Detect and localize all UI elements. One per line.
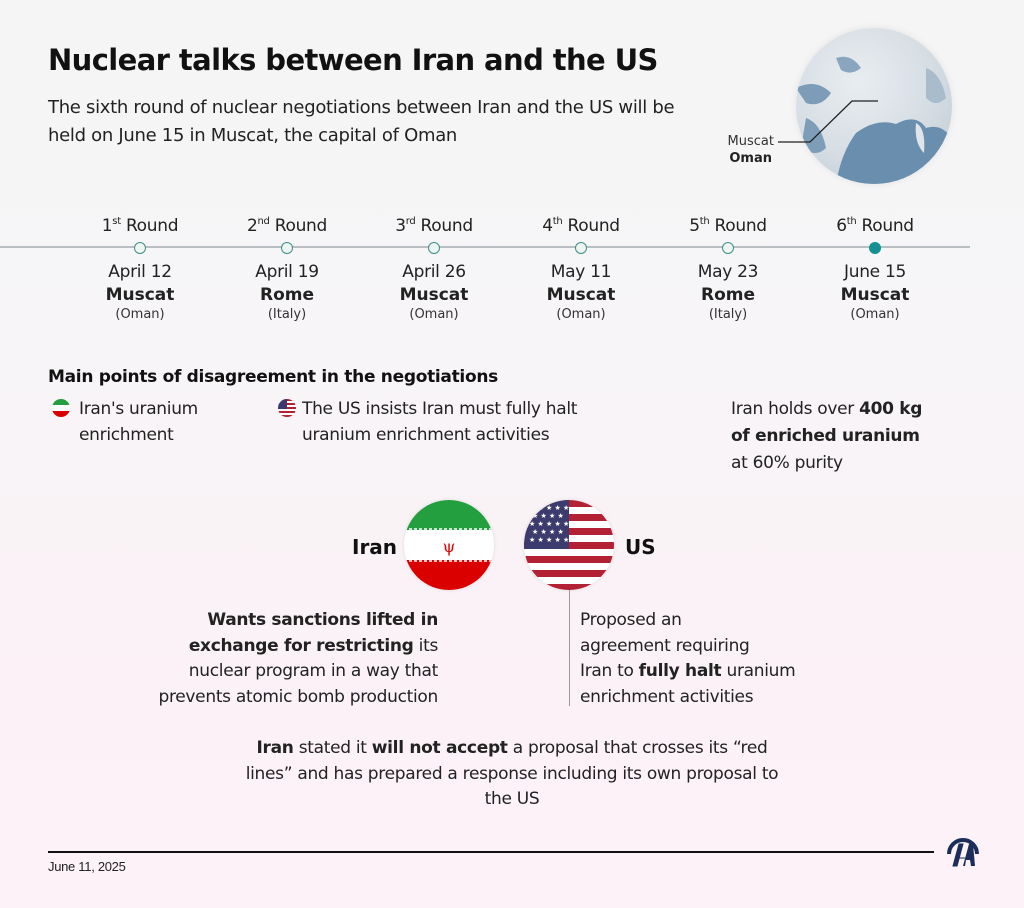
- us-flag-icon: ★ ★ ★ ★ ★ ★ ★ ★ ★ ★ ★ ★ ★ ★ ★ ★ ★ ★ ★ ★ ★ …: [524, 500, 614, 590]
- divider-line: [569, 590, 570, 706]
- section-title: Main points of disagreement in the negot…: [48, 367, 498, 387]
- us-position-text: Proposed an agreement requiring Iran to …: [580, 610, 796, 707]
- footer-date: June 11, 2025: [48, 859, 126, 874]
- svg-text:★ ★ ★ ★ ★: ★ ★ ★ ★ ★: [529, 536, 569, 544]
- timeline-round-active: 6th Round June 15 Muscat (Oman): [836, 216, 914, 322]
- timeline-round: 1st Round April 12 Muscat (Oman): [101, 216, 179, 322]
- timeline-line: [0, 246, 970, 248]
- aa-logo-icon: [947, 838, 979, 867]
- svg-text:★ ★ ★ ★: ★ ★ ★ ★: [532, 528, 564, 536]
- svg-text:★ ★ ★ ★: ★ ★ ★ ★: [532, 512, 564, 520]
- timeline-dot: [575, 242, 587, 254]
- uranium-holdings-text: Iran holds over 400 kg of enriched urani…: [731, 399, 923, 473]
- timeline-dot: [281, 242, 293, 254]
- timeline-round: 2nd Round April 19 Rome (Italy): [246, 216, 328, 322]
- iran-position-text: Wants sanctions lifted in exchange for r…: [158, 610, 438, 707]
- timeline-round: 3rd Round April 26 Muscat (Oman): [395, 216, 473, 322]
- iran-statement: Iran stated it will not accept a proposa…: [245, 738, 779, 809]
- svg-text:ψ: ψ: [443, 537, 456, 556]
- map-country-label: Oman: [729, 151, 772, 166]
- timeline-dot: [722, 242, 734, 254]
- us-flag-icon: [278, 399, 296, 417]
- timeline-round: 4th Round May 11 Muscat (Oman): [542, 216, 620, 322]
- footer-divider: [48, 851, 934, 853]
- svg-text:★ ★ ★ ★ ★: ★ ★ ★ ★ ★: [529, 520, 569, 528]
- timeline-dot-active: [869, 242, 881, 254]
- location-pointer-line: [778, 100, 878, 143]
- us-point: The US insists Iran must fully halt uran…: [302, 399, 578, 445]
- iran-flag-icon: [52, 399, 70, 417]
- page-subtitle: The sixth round of nuclear negotiations …: [48, 97, 675, 146]
- timeline-dot: [428, 242, 440, 254]
- iran-label: Iran: [352, 535, 398, 559]
- page-title: Nuclear talks between Iran and the US: [48, 43, 658, 77]
- iran-point: Iran's uranium enrichment: [79, 399, 198, 445]
- svg-text:★ ★ ★ ★ ★: ★ ★ ★ ★ ★: [529, 504, 569, 512]
- us-label: US: [625, 535, 656, 559]
- iran-flag-icon: ψ: [404, 500, 494, 590]
- timeline-round: 5th Round May 23 Rome (Italy): [689, 216, 767, 322]
- map-city-label: Muscat: [727, 134, 774, 149]
- timeline-dot: [134, 242, 146, 254]
